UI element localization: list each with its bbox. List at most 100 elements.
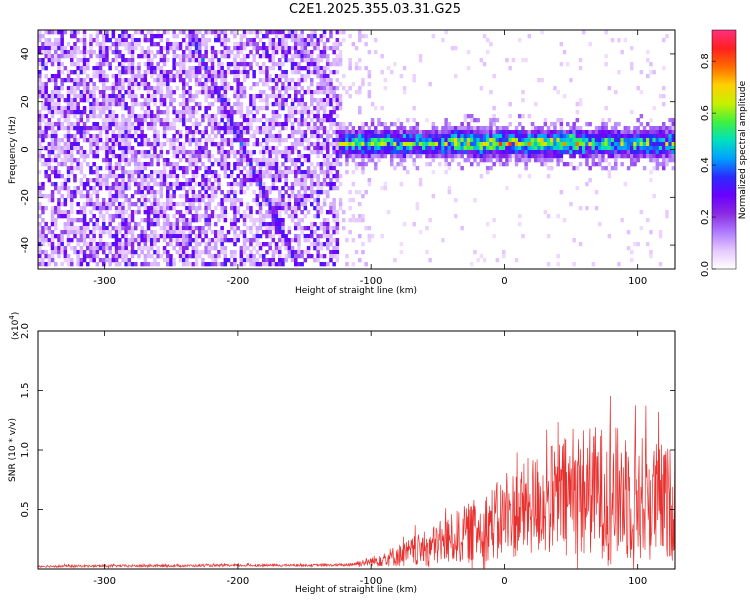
spectrogram-cell (556, 146, 560, 151)
spectrogram-cell (108, 170, 112, 175)
spectrogram-cell (98, 174, 103, 179)
spectrogram-cell (297, 130, 301, 135)
spectrogram-cell (172, 222, 176, 227)
spectrogram-cell (534, 134, 538, 139)
spectrogram-cell (108, 102, 112, 107)
spectrogram-cell (63, 158, 68, 163)
spectrogram-cell (204, 114, 208, 119)
spectrogram-cell (470, 154, 474, 159)
spectrogram-cell (258, 162, 263, 167)
spectrogram-cell (274, 98, 279, 103)
spectrogram-cell (319, 170, 324, 175)
spectrogram-cell (226, 66, 231, 71)
spectrogram-cell (242, 258, 247, 263)
spectrogram-cell (102, 226, 106, 231)
spectrogram-cell (95, 182, 100, 187)
spectrogram-cell (665, 142, 669, 147)
spectrogram-cell (463, 150, 468, 155)
spectrogram-cell (537, 78, 541, 83)
spectrogram-cell (185, 246, 189, 251)
spectrogram-cell (274, 82, 279, 87)
spectrogram-cell (223, 206, 228, 211)
spectrogram-cell (162, 166, 167, 171)
spectrogram-cell (210, 246, 215, 251)
spectrogram-cell (255, 50, 260, 55)
spectrogram-cell (201, 62, 205, 67)
spectrogram-cell (111, 166, 116, 171)
spectrogram-cell (233, 66, 237, 71)
spectrogram-cell (610, 166, 615, 171)
spectrogram-cell (230, 110, 234, 115)
spectrogram-cell (124, 182, 128, 187)
spectrogram-cell (249, 238, 253, 243)
spectrogram-cell (294, 170, 298, 175)
spectrogram-cell (306, 90, 311, 95)
spectrogram-cell (671, 142, 676, 147)
spectrogram-cell (300, 114, 304, 119)
spectrogram-cell (521, 134, 525, 139)
spectrogram-cell (332, 42, 336, 47)
spectrogram-cell (210, 182, 215, 187)
spectrogram-cell (38, 146, 42, 151)
spectrogram-cell (156, 254, 160, 259)
spectrogram-cell (335, 214, 340, 219)
spectrogram-cell (86, 262, 90, 267)
spectrogram-cell (482, 130, 487, 135)
spectrogram-cell (281, 258, 285, 263)
spectrogram-cell (175, 62, 180, 67)
spectrogram-cell (118, 214, 122, 219)
spectrogram-cell (223, 210, 228, 215)
spectrogram-cell (246, 122, 250, 127)
spectrogram-cell (210, 142, 215, 147)
spectrogram-cell (124, 90, 128, 95)
spectrogram-cell (143, 82, 148, 87)
spectrogram-cell (367, 74, 372, 79)
spectrogram-cell (73, 226, 77, 231)
spectrogram-cell (425, 226, 429, 231)
spectrogram-cell (252, 70, 256, 75)
spectrogram-cell (313, 114, 317, 119)
spectrogram-cell (585, 142, 589, 147)
spectrogram-cell (194, 142, 199, 147)
spectrogram-cell (121, 114, 125, 119)
spectrogram-cell (505, 130, 509, 135)
spectrogram-cell (281, 242, 285, 247)
spectrogram-cell (54, 50, 58, 55)
spectrogram-cell (338, 62, 343, 67)
spectrogram-cell (82, 78, 87, 83)
spectrogram-cell (252, 130, 256, 135)
spectrogram-cell (98, 126, 103, 131)
spectrogram-cell (274, 42, 279, 47)
spectrogram-cell (460, 150, 464, 155)
spectrogram-cell (313, 66, 317, 71)
spectrogram-cell (617, 138, 621, 143)
spectrogram-cell (326, 46, 330, 51)
spectrogram-cell (150, 174, 154, 179)
spectrogram-cell (313, 242, 317, 247)
spectrogram-cell (351, 198, 356, 203)
spectrogram-cell (303, 206, 308, 211)
spectrogram-cell (111, 198, 116, 203)
spectrogram-cell (508, 130, 512, 135)
spectrogram-cell (358, 154, 362, 159)
spectrogram-cell (588, 122, 592, 127)
spectrogram-cell (57, 46, 61, 51)
spectrogram-cell (86, 50, 90, 55)
spectrogram-cell (153, 238, 157, 243)
spectrogram-cell (130, 82, 135, 87)
spectrogram-cell (591, 154, 596, 159)
spectrogram-cell (239, 170, 244, 175)
spectrogram-cell (73, 122, 77, 127)
spectrogram-cell (294, 70, 298, 75)
spectrogram-cell (316, 150, 320, 155)
spectrogram-cell (447, 162, 452, 167)
spectrogram-cell (175, 174, 180, 179)
spectrogram-cell (338, 106, 343, 111)
spectrogram-cell (249, 126, 253, 131)
spectrogram-cell (431, 138, 436, 143)
spectrogram-cell (290, 122, 295, 127)
spectrogram-cell (105, 102, 109, 107)
spectrogram-cell (233, 182, 237, 187)
spectrogram-cell (220, 202, 224, 207)
spectrogram-cell (374, 106, 378, 111)
